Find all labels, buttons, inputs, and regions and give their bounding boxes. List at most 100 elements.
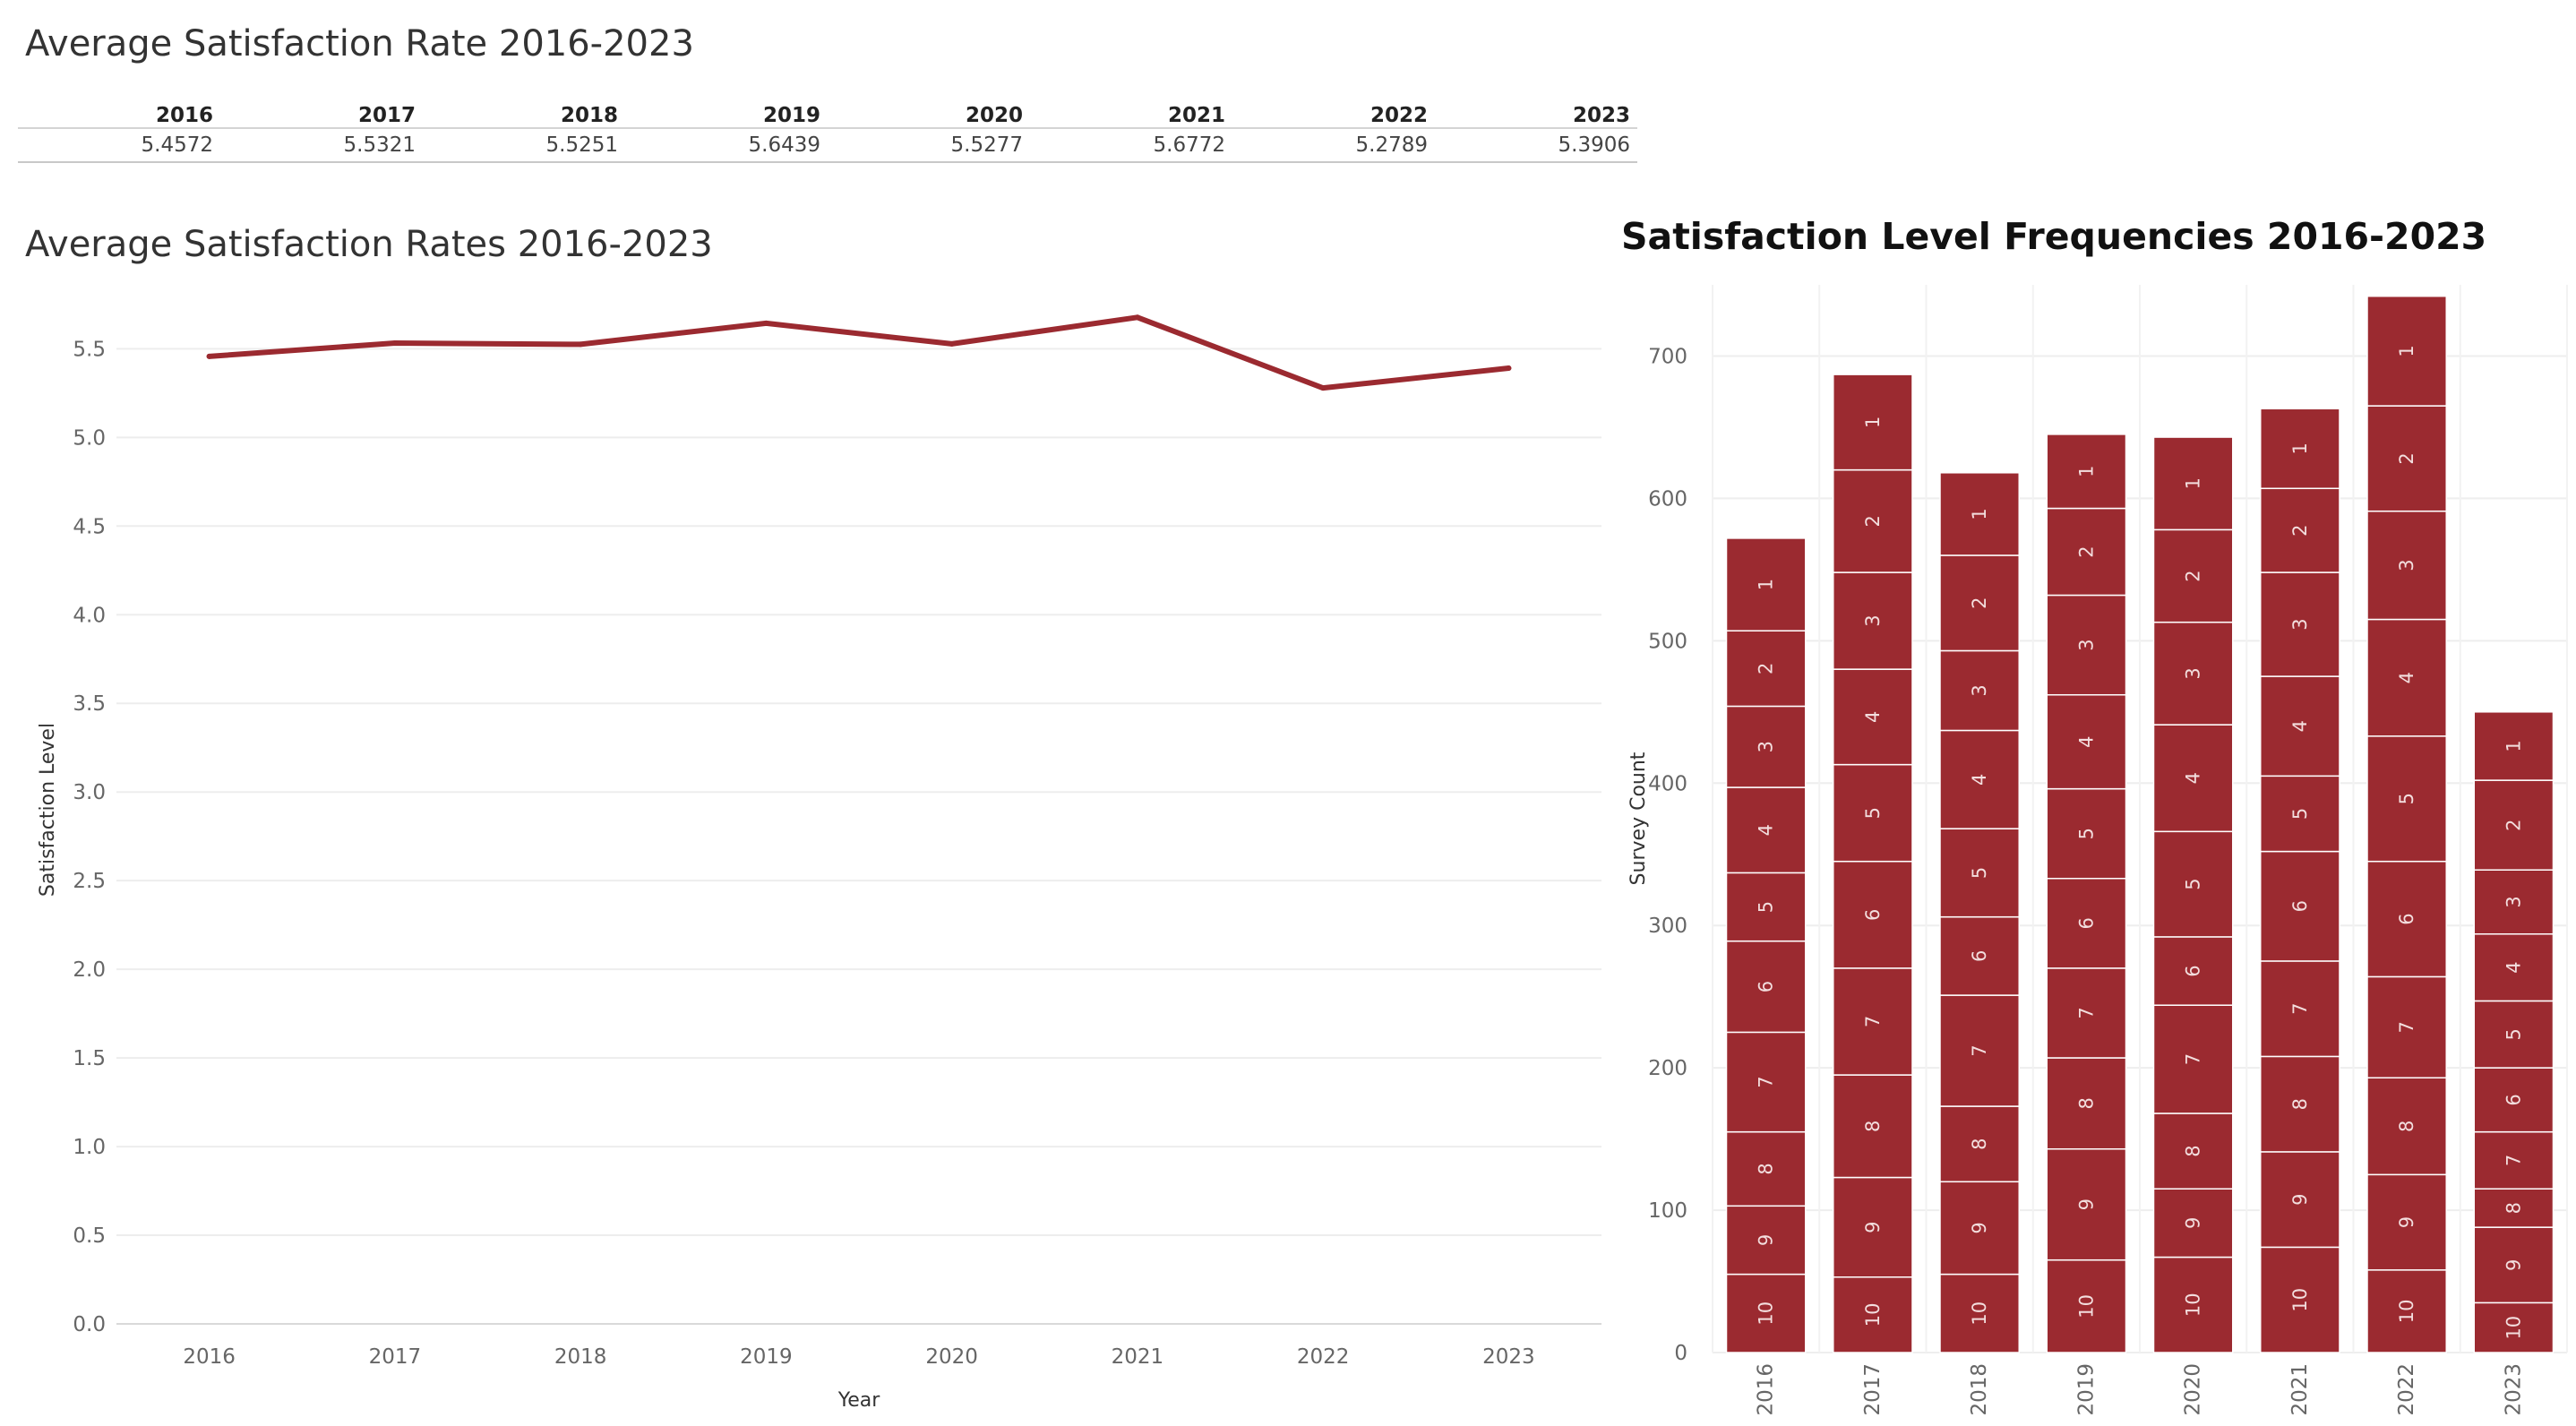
bar-y-tick: 600 bbox=[1648, 487, 1687, 511]
bar-segment bbox=[1725, 1273, 1807, 1353]
line-y-tick: 3.0 bbox=[73, 781, 106, 804]
bar-y-tick: 400 bbox=[1648, 772, 1687, 795]
bar-segment-label: 1 bbox=[2396, 345, 2417, 356]
bar-segment bbox=[2046, 434, 2127, 510]
bar-segment-label: 7 bbox=[1756, 1076, 1777, 1087]
bar-segment bbox=[1833, 763, 1913, 863]
table-header-2016: 2016 bbox=[18, 93, 220, 129]
bar-segment-label: 9 bbox=[2289, 1193, 2311, 1205]
table-cell-2017: 5.5321 bbox=[220, 128, 423, 163]
bar-segment-label: 3 bbox=[1756, 741, 1777, 752]
bar-segment-label: 9 bbox=[1969, 1222, 1990, 1233]
table-header-2017: 2017 bbox=[220, 93, 423, 129]
bar-segment-label: 2 bbox=[2396, 452, 2417, 464]
bar-segment-label: 4 bbox=[2289, 720, 2311, 732]
table-header-2019: 2019 bbox=[625, 93, 828, 129]
line-y-axis-title: Satisfaction Level bbox=[37, 723, 59, 897]
line-x-tick: 2016 bbox=[183, 1345, 236, 1369]
bar-segment-label: 10 bbox=[2289, 1288, 2311, 1312]
bar-segment bbox=[2473, 869, 2555, 935]
table-cell-2020: 5.5277 bbox=[828, 128, 1030, 163]
bar-segment bbox=[2152, 528, 2234, 623]
bar-segment bbox=[1939, 1181, 2020, 1276]
bar-segment-label: 8 bbox=[2289, 1098, 2311, 1110]
line-x-tick: 2023 bbox=[1482, 1345, 1535, 1369]
bar-segment-label: 6 bbox=[1756, 981, 1777, 992]
bar-x-tick: 2017 bbox=[1861, 1363, 1885, 1416]
line-point bbox=[1506, 365, 1512, 372]
bar-segment bbox=[2152, 830, 2234, 938]
bar-y-tick: 700 bbox=[1648, 345, 1687, 368]
bar-y-tick: 100 bbox=[1648, 1199, 1687, 1223]
bar-segment-label: 9 bbox=[2183, 1217, 2204, 1229]
bar-segment-label: 2 bbox=[2075, 545, 2097, 557]
line-y-tick: 5.5 bbox=[73, 338, 106, 361]
bar-segment bbox=[1939, 1105, 2020, 1183]
line-x-tick: 2022 bbox=[1297, 1345, 1350, 1369]
bar-segment-label: 7 bbox=[2503, 1155, 2524, 1166]
bar-segment bbox=[2366, 295, 2447, 407]
line-x-tick: 2018 bbox=[554, 1345, 607, 1369]
table-cell-2016: 5.4572 bbox=[18, 128, 220, 163]
bar-segment bbox=[2473, 711, 2555, 781]
bar-segment bbox=[2260, 408, 2340, 490]
bar-segment-label: 10 bbox=[1756, 1301, 1777, 1326]
bar-segment-label: 6 bbox=[1862, 909, 1884, 921]
bar-x-tick: 2018 bbox=[1968, 1363, 1991, 1416]
table-header-2021: 2021 bbox=[1030, 93, 1232, 129]
line-x-tick: 2019 bbox=[740, 1345, 793, 1369]
bar-segment bbox=[2366, 510, 2447, 621]
bar-segment bbox=[2260, 571, 2340, 677]
table-header-2022: 2022 bbox=[1232, 93, 1435, 129]
bar-segment bbox=[1725, 1031, 1807, 1133]
bar-segment bbox=[1939, 472, 2020, 556]
bar-segment bbox=[1725, 872, 1807, 942]
bar-segment-label: 2 bbox=[1862, 515, 1884, 527]
bar-segment-label: 5 bbox=[1969, 867, 1990, 879]
table-header-2018: 2018 bbox=[423, 93, 625, 129]
table-title: Average Satisfaction Rate 2016-2023 bbox=[25, 23, 694, 64]
bar-segment bbox=[2366, 975, 2447, 1079]
bar-segment bbox=[1939, 649, 2020, 732]
bar-segment bbox=[2046, 1147, 2127, 1261]
bar-segment bbox=[2046, 1258, 2127, 1353]
bar-segment-label: 7 bbox=[2396, 1021, 2417, 1033]
bar-segment-label: 10 bbox=[2183, 1293, 2204, 1317]
bar-segment-label: 5 bbox=[2289, 808, 2311, 820]
line-y-tick: 0.0 bbox=[73, 1313, 106, 1336]
bar-segment bbox=[2366, 735, 2447, 863]
bar-segment-label: 6 bbox=[1969, 950, 1990, 962]
bar-segment-label: 8 bbox=[1969, 1138, 1990, 1149]
bar-segment-label: 4 bbox=[1756, 824, 1777, 836]
stacked-bar-chart: 0 100 200 300 400 500 600 700 Survey Count 10 9 8 7 6… bbox=[1627, 285, 2568, 1416]
bar-segment bbox=[1939, 729, 2020, 829]
bar-segment-label: 10 bbox=[2396, 1300, 2417, 1324]
line-point bbox=[949, 340, 955, 347]
bar-segment bbox=[2152, 621, 2234, 726]
line-y-tick: 0.5 bbox=[73, 1224, 106, 1248]
bar-segment-label: 4 bbox=[2075, 735, 2097, 747]
bar-x-tick: 2020 bbox=[2182, 1363, 2205, 1416]
line-x-tick: 2020 bbox=[925, 1345, 978, 1369]
bar-segment-label: 9 bbox=[2396, 1216, 2417, 1228]
bar-chart-title: Satisfaction Level Frequencies 2016-2023 bbox=[1621, 215, 2487, 258]
line-y-tick: 1.5 bbox=[73, 1047, 106, 1070]
bar-segment-label: 5 bbox=[2183, 878, 2204, 889]
bar-segment-label: 5 bbox=[1756, 901, 1777, 913]
bar-segment bbox=[2152, 436, 2234, 531]
bar-y-axis-title: Survey Count bbox=[1627, 752, 1650, 885]
bar-segment-label: 3 bbox=[2503, 896, 2524, 907]
bar-segment-label: 3 bbox=[1862, 614, 1884, 626]
bar-x-tick: 2019 bbox=[2074, 1363, 2098, 1416]
bar-segment bbox=[2260, 850, 2340, 962]
bar-segment-label: 10 bbox=[2075, 1294, 2097, 1319]
bar-segment-label: 2 bbox=[2503, 819, 2524, 830]
bar-segment-label: 7 bbox=[2075, 1007, 2097, 1018]
bar-segment-label: 8 bbox=[2503, 1202, 2524, 1214]
bar-segment bbox=[2473, 1067, 2555, 1133]
bar-y-tick: 200 bbox=[1648, 1057, 1687, 1080]
line-point bbox=[1320, 385, 1327, 391]
bar-segment bbox=[2473, 1188, 2555, 1228]
bar-segment-label: 2 bbox=[1969, 597, 1990, 609]
bar-segment-label: 7 bbox=[1969, 1044, 1990, 1056]
